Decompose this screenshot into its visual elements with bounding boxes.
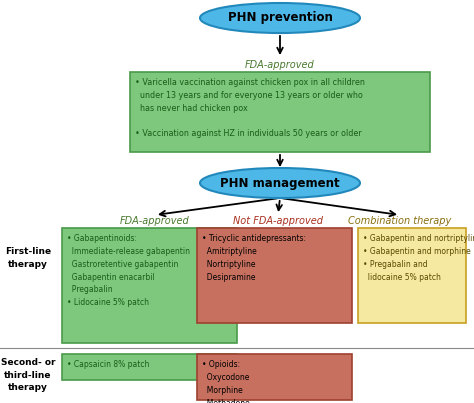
Text: PHN management: PHN management	[220, 177, 340, 189]
Ellipse shape	[200, 3, 360, 33]
Text: Not FDA-approved: Not FDA-approved	[233, 216, 323, 226]
Text: FDA-approved: FDA-approved	[120, 216, 190, 226]
FancyBboxPatch shape	[62, 228, 237, 343]
Text: Combination therapy: Combination therapy	[348, 216, 452, 226]
FancyBboxPatch shape	[197, 354, 352, 400]
Text: • Gabapentinoids:
  Immediate-release gabapentin
  Gastroretentive gabapentin
  : • Gabapentinoids: Immediate-release gaba…	[67, 234, 190, 307]
Text: • Capsaicin 8% patch: • Capsaicin 8% patch	[67, 360, 149, 369]
FancyBboxPatch shape	[130, 72, 430, 152]
Text: First-line
therapy: First-line therapy	[5, 247, 51, 269]
Text: • Opioids:
  Oxycodone
  Morphine
  Methadone
  Tramadol
• Capsaicin 0.075% crea: • Opioids: Oxycodone Morphine Methadone …	[202, 360, 304, 403]
FancyBboxPatch shape	[197, 228, 352, 323]
Text: Second- or
third-line
therapy: Second- or third-line therapy	[1, 358, 55, 392]
Text: • Gabapentin and nortriptyline
• Gabapentin and morphine
• Pregabalin and
  lido: • Gabapentin and nortriptyline • Gabapen…	[363, 234, 474, 282]
FancyBboxPatch shape	[62, 354, 237, 380]
Text: • Varicella vaccination against chicken pox in all children
  under 13 years and: • Varicella vaccination against chicken …	[135, 78, 365, 138]
Text: FDA-approved: FDA-approved	[245, 60, 315, 70]
FancyBboxPatch shape	[358, 228, 466, 323]
Text: • Tricyclic antidepressants:
  Amitriptyline
  Nortriptyline
  Desipramine: • Tricyclic antidepressants: Amitriptyli…	[202, 234, 306, 282]
Ellipse shape	[200, 168, 360, 198]
Text: PHN prevention: PHN prevention	[228, 12, 332, 25]
